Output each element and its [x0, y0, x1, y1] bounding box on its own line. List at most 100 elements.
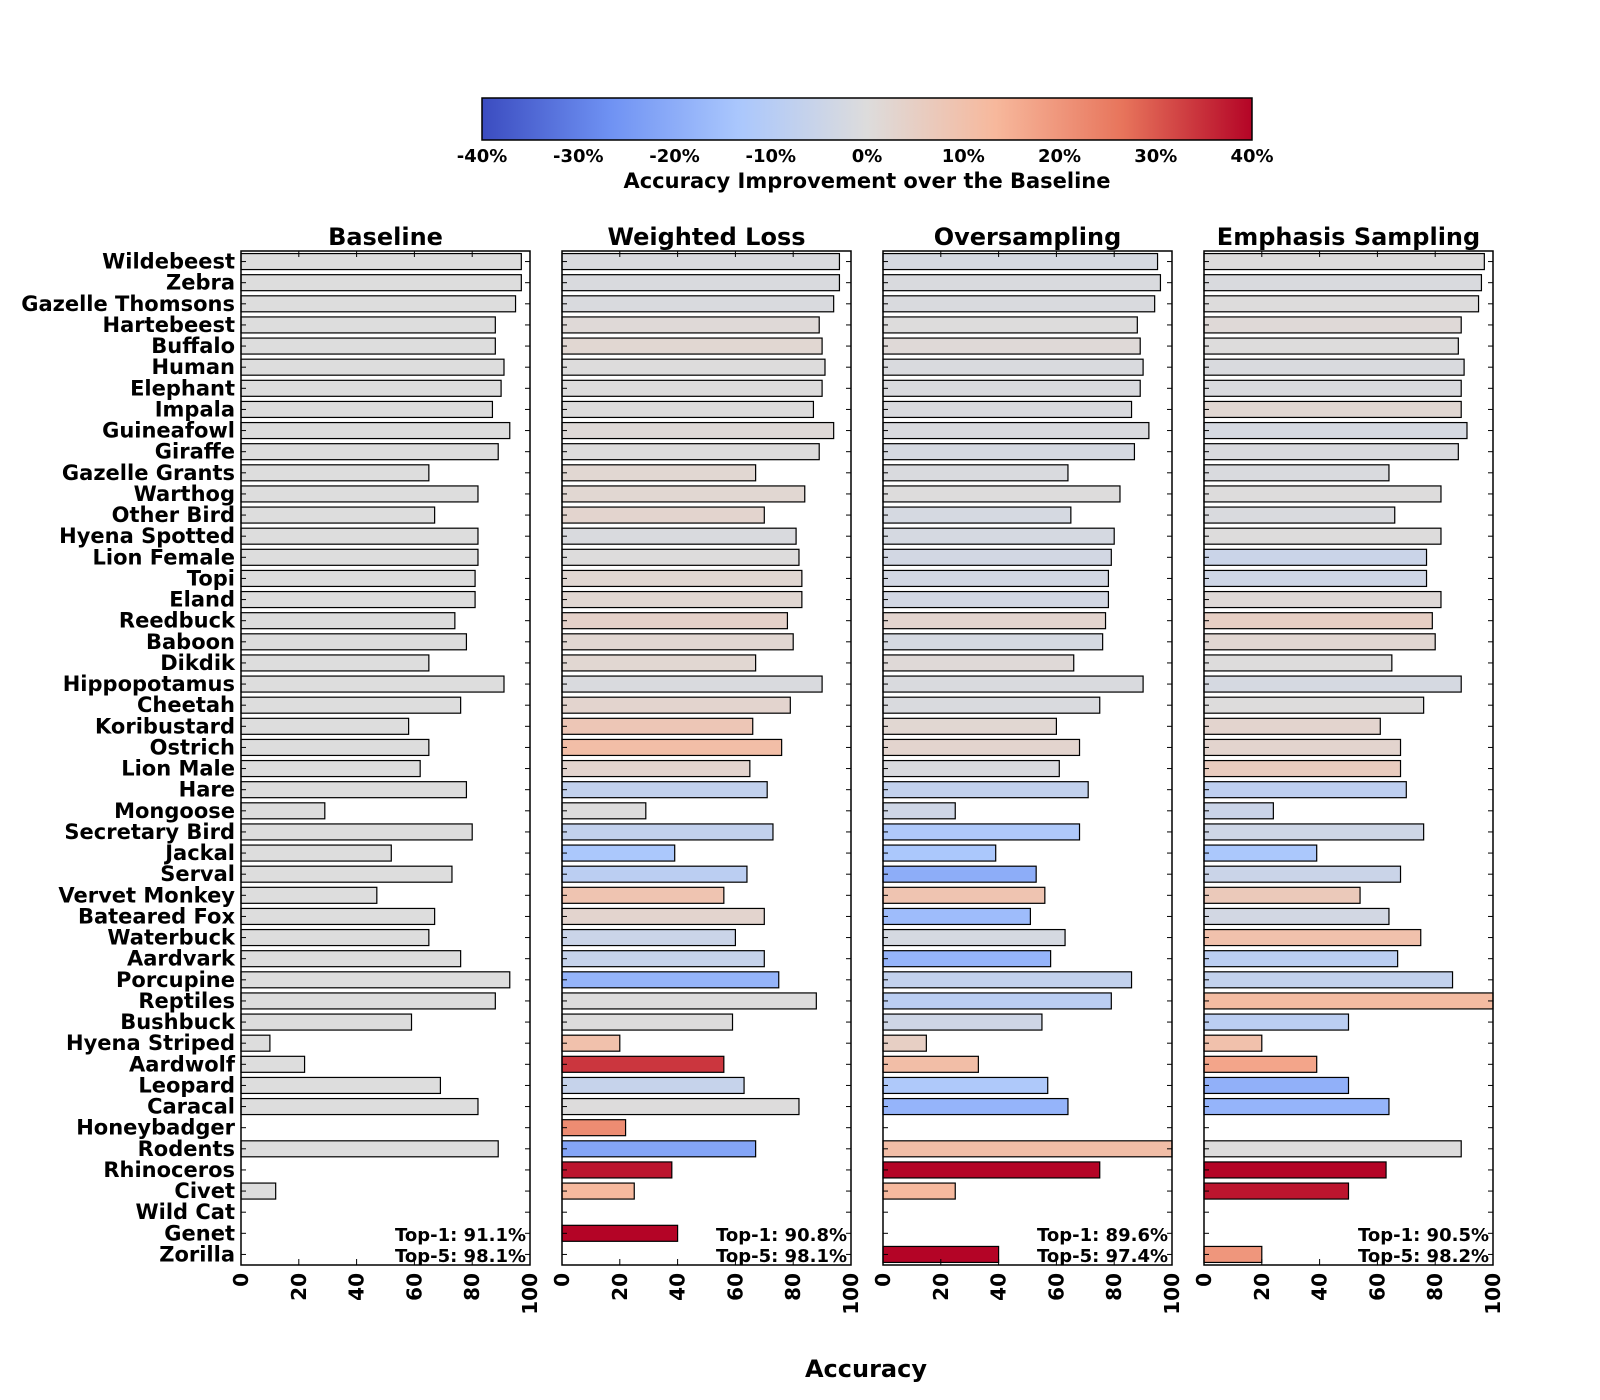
bar-lion-male: [1203, 759, 1402, 778]
x-tick-label: 100: [1481, 1273, 1505, 1315]
bar-rodents: [240, 1140, 499, 1158]
category-label-topi: Topi: [187, 566, 235, 590]
bar-civet: [882, 1182, 956, 1200]
bar-serval: [882, 865, 1037, 883]
x-tick-label: 40: [666, 1273, 690, 1301]
x-tick-label: 0: [550, 1273, 574, 1287]
bar-giraffe: [1203, 443, 1459, 461]
bar-koribustard: [240, 717, 410, 735]
bar-caracal: [882, 1097, 1069, 1116]
colorbar-tick-label: 40%: [1230, 146, 1273, 167]
panel-frame: [561, 250, 852, 1266]
bar-topi: [882, 569, 1110, 588]
colorbar: -40% -30% -20% -10% 0% 10% 20% 30% 40% Accuracy …: [457, 97, 1274, 193]
bar-guineafowl: [1203, 421, 1468, 440]
bar-gazelle-grants: [561, 464, 757, 482]
bar-eland: [882, 590, 1110, 609]
category-label-leopard: Leopard: [138, 1073, 235, 1097]
top5-accuracy: Top-5: 97.4%: [1037, 1246, 1168, 1267]
bar-hyena-striped: [882, 1034, 927, 1052]
bar-human: [240, 358, 505, 376]
x-tick-label: 60: [1044, 1273, 1068, 1301]
bar-aardvark: [882, 950, 1052, 968]
bar-leopard: [882, 1076, 1049, 1095]
top5-accuracy: Top-5: 98.2%: [1358, 1246, 1489, 1267]
category-label-aardwolf: Aardwolf: [129, 1052, 236, 1076]
bar-secretary-bird: [561, 823, 774, 841]
x-tick-label: 0: [1192, 1273, 1216, 1287]
category-label-human: Human: [151, 355, 235, 379]
bar-jackal: [240, 844, 392, 862]
bar-serval: [240, 865, 453, 883]
bar-jackal: [561, 844, 676, 862]
category-label-gazelle-grants: Gazelle Grants: [62, 461, 235, 485]
category-label-buffalo: Buffalo: [151, 334, 235, 358]
bar-aardwolf: [882, 1055, 979, 1073]
category-label-hartebeest: Hartebeest: [103, 313, 235, 337]
x-tick-label: 40: [1308, 1273, 1332, 1301]
bar-porcupine: [882, 971, 1133, 989]
bar-gazelle-grants: [240, 464, 430, 482]
bar-secretary-bird: [240, 823, 473, 841]
bar-gazelle-thomsons: [240, 295, 517, 313]
category-label-elephant: Elephant: [130, 376, 235, 400]
bar-wildebeest: [882, 252, 1159, 271]
bar-hyena-striped: [561, 1034, 621, 1052]
bar-waterbuck: [1203, 928, 1422, 947]
category-label-hyena-striped: Hyena Striped: [66, 1031, 235, 1055]
bar-jackal: [882, 844, 997, 862]
bar-hyena-striped: [1203, 1034, 1263, 1052]
bar-ostrich: [561, 738, 783, 757]
bar-caracal: [1203, 1097, 1390, 1116]
bar-bateared-fox: [1203, 907, 1390, 926]
category-label-hare: Hare: [179, 778, 235, 802]
bar-aardvark: [561, 950, 765, 968]
bar-hippopotamus: [561, 675, 823, 693]
bar-impala: [561, 400, 815, 419]
bar-zorilla: [1203, 1245, 1263, 1264]
colorbar-ticks: -40% -30% -20% -10% 0% 10% 20% 30% 40%: [457, 146, 1274, 167]
top1-accuracy: Top-1: 90.8%: [716, 1225, 847, 1246]
x-tick-label: 20: [1250, 1273, 1274, 1301]
bar-baboon: [882, 633, 1104, 651]
bar-zebra: [1203, 274, 1483, 292]
category-label-lion-female: Lion Female: [93, 545, 236, 569]
category-label-cheetah: Cheetah: [137, 693, 235, 717]
x-tick-label: 100: [518, 1273, 542, 1315]
bar-hyena-spotted: [1203, 527, 1442, 545]
bar-civet: [1203, 1182, 1350, 1200]
bar-zebra: [882, 274, 1162, 292]
category-label-mongoose: Mongoose: [114, 799, 235, 823]
bar-hippopotamus: [882, 675, 1144, 693]
bar-aardwolf: [1203, 1055, 1318, 1073]
bar-warthog: [1203, 485, 1442, 503]
bar-baboon: [1203, 633, 1436, 651]
category-label-reptiles: Reptiles: [138, 989, 235, 1013]
bar-zebra: [561, 274, 841, 292]
bar-cheetah: [561, 696, 791, 714]
bar-waterbuck: [561, 928, 736, 947]
bar-impala: [882, 400, 1133, 419]
bar-koribustard: [561, 717, 754, 735]
bar-impala: [240, 400, 494, 419]
category-label-honeybadger: Honeybadger: [76, 1116, 235, 1140]
category-label-eland: Eland: [169, 588, 235, 612]
colorbar-tick-label: -30%: [553, 146, 604, 167]
bar-rhinoceros: [882, 1161, 1101, 1179]
category-label-jackal: Jackal: [163, 841, 235, 865]
bar-buffalo: [561, 337, 823, 355]
category-label-wild-cat: Wild Cat: [135, 1200, 235, 1224]
bar-lion-female: [882, 548, 1112, 566]
bar-human: [882, 358, 1144, 376]
category-label-koribustard: Koribustard: [95, 714, 235, 738]
bar-warthog: [240, 485, 479, 503]
bar-zebra: [240, 274, 522, 292]
bar-human: [1203, 358, 1465, 376]
bar-bushbuck: [1203, 1013, 1350, 1031]
bar-bushbuck: [882, 1013, 1043, 1031]
x-tick-label: 20: [287, 1273, 311, 1301]
bar-reedbuck: [561, 612, 789, 630]
category-label-wildebeest: Wildebeest: [102, 250, 235, 274]
bar-topi: [240, 569, 476, 588]
bar-hyena-spotted: [882, 527, 1115, 545]
